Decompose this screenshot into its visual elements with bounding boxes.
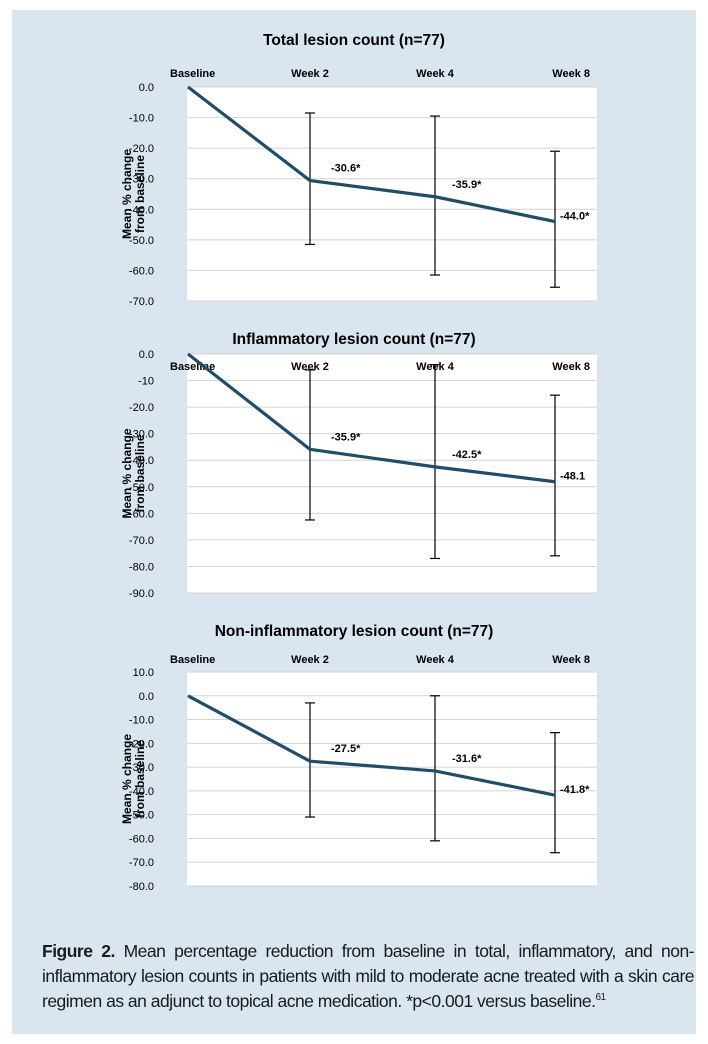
chart-title: Non-inflammatory lesion count (n=77) (215, 623, 494, 640)
data-label: -30.6* (331, 163, 361, 175)
figure-caption: Figure 2. Mean percentage reduction from… (42, 939, 695, 1014)
category-label: Week 8 (552, 654, 590, 666)
y-tick-label: 10.0 (133, 667, 154, 679)
caption-reference: 61 (595, 991, 607, 1003)
category-label: Week 2 (291, 68, 329, 80)
y-tick-label: -10.0 (129, 113, 154, 125)
y-tick-label: -80.0 (129, 561, 154, 573)
chart-1: Total lesion count (n=77) Baseline Week 2 W… (120, 32, 597, 308)
y-tick-label: -40.0 (129, 455, 154, 467)
data-label: -35.9* (452, 179, 482, 191)
y-tick-label: -50.0 (129, 482, 154, 494)
y-axis-title: Mean % changefrom baseline (120, 428, 147, 518)
category-label: Week 4 (416, 68, 455, 80)
y-tick-label: -90.0 (129, 588, 154, 600)
series-line (187, 694, 556, 797)
y-axis-title-line: Mean % change (120, 734, 134, 824)
y-tick-label: 0.0 (139, 349, 154, 361)
y-tick-label: -60.0 (129, 265, 154, 277)
data-label: -48.1 (560, 471, 585, 483)
figure-label: Figure 2. (42, 940, 115, 961)
y-tick-label: -50.0 (129, 810, 154, 822)
chart-2: Inflammatory lesion count (n=77) Baseline… (120, 331, 597, 600)
y-tick-label: -70.0 (129, 296, 154, 308)
category-label: Baseline (170, 68, 215, 80)
data-label: -41.8* (560, 784, 590, 796)
data-label: -27.5* (331, 743, 361, 755)
data-label: -31.6* (452, 753, 482, 765)
figure-panel: Total lesion count (n=77) Baseline Week 2 W… (12, 10, 696, 1034)
y-tick-label: -70.0 (129, 857, 154, 869)
y-tick-label: -50.0 (129, 235, 154, 247)
y-tick-label: -20.0 (129, 143, 154, 155)
plot-area (187, 672, 597, 886)
y-tick-label: -30.0 (129, 174, 154, 186)
y-tick-label: 0.0 (139, 691, 154, 703)
y-tick-label: -30.0 (129, 429, 154, 441)
y-axis-title-line: from baseline (133, 740, 147, 818)
y-tick-label: -40.0 (129, 204, 154, 216)
y-tick-label: -60.0 (129, 508, 154, 520)
caption-text: Mean percentage reduction from baseline … (42, 940, 695, 1011)
y-tick-label: -80.0 (129, 881, 154, 893)
y-tick-label: -20.0 (129, 402, 154, 414)
category-label: Week 8 (552, 68, 590, 80)
plot-area (187, 354, 597, 593)
series-line (187, 352, 556, 484)
y-axis-title: Mean % changefrom baseline (120, 734, 147, 824)
y-tick-label: -30.0 (129, 762, 154, 774)
y-tick-label: -60.0 (129, 833, 154, 845)
charts-canvas: Total lesion count (n=77) Baseline Week 2 W… (120, 32, 597, 893)
y-tick-label: 0.0 (139, 82, 154, 94)
chart-title: Total lesion count (n=77) (263, 32, 445, 49)
y-axis-title-line: from baseline (133, 155, 147, 233)
data-label: -42.5* (452, 449, 482, 461)
category-label: Baseline (170, 654, 215, 666)
series-line (187, 85, 556, 224)
category-label: Week 2 (291, 654, 329, 666)
y-axis-title: Mean % changefrom baseline (120, 149, 147, 239)
category-label: Baseline (170, 361, 215, 373)
y-tick-label: -70.0 (129, 535, 154, 547)
category-label: Week 8 (552, 361, 590, 373)
chart-3: Non-inflammatory lesion count (n=77) Base… (120, 623, 597, 893)
y-axis-title-line: Mean % change (120, 428, 134, 518)
category-label: Week 4 (416, 654, 455, 666)
plot-area (187, 87, 597, 301)
y-axis-title-line: from baseline (133, 434, 147, 512)
y-tick-label: -20.0 (129, 738, 154, 750)
data-label: -44.0* (560, 211, 590, 223)
data-label: -35.9* (331, 431, 361, 443)
category-label: Week 2 (291, 361, 329, 373)
y-tick-label: -10.0 (129, 715, 154, 727)
chart-title: Inflammatory lesion count (n=77) (232, 331, 475, 348)
y-axis-title-line: Mean % change (120, 149, 134, 239)
y-tick-label: -40.0 (129, 786, 154, 798)
y-tick-label: -10 (138, 376, 154, 388)
